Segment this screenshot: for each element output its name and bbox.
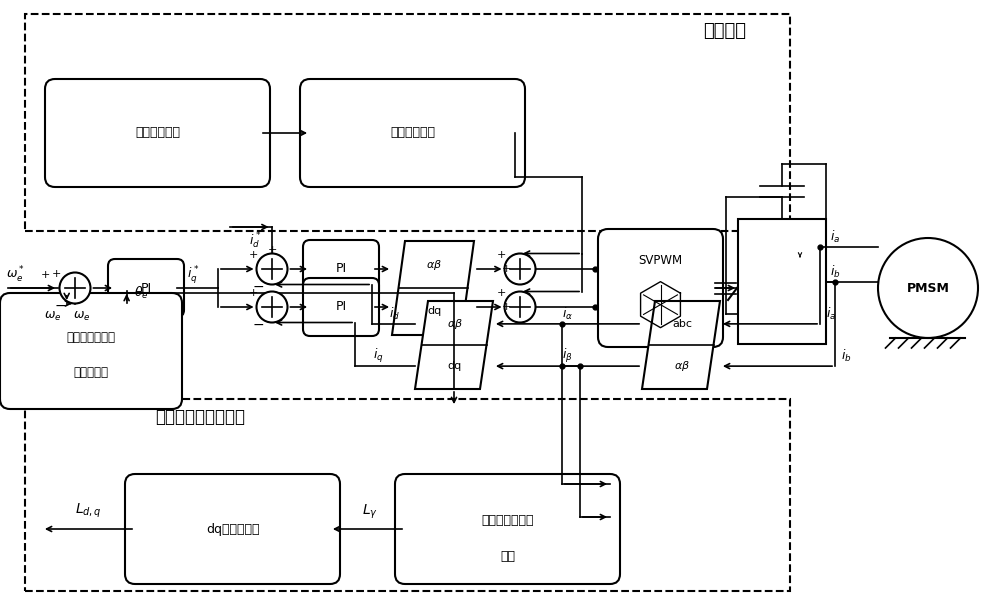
Text: +: + [51, 269, 61, 279]
Text: $i_q^*$: $i_q^*$ [187, 264, 199, 286]
Text: $L_\gamma$: $L_\gamma$ [362, 503, 378, 521]
Text: $\alpha\beta$: $\alpha\beta$ [426, 258, 442, 273]
Bar [25, 14, 790, 231]
Text: $i_\alpha$: $i_\alpha$ [562, 306, 573, 322]
FancyBboxPatch shape [0, 293, 182, 409]
Text: $\omega_e^*$: $\omega_e^*$ [6, 265, 25, 285]
Text: +: + [40, 270, 50, 280]
Text: 提取: 提取 [500, 550, 515, 564]
Text: PI: PI [335, 301, 347, 313]
Bar [25, 399, 790, 591]
FancyBboxPatch shape [45, 79, 270, 187]
Text: 信号滤波及信息: 信号滤波及信息 [481, 515, 534, 528]
Text: abc: abc [672, 319, 692, 329]
Text: $\omega_e$: $\omega_e$ [73, 310, 90, 322]
Text: $\alpha\beta$: $\alpha\beta$ [674, 359, 690, 373]
Text: +: + [501, 302, 511, 312]
Text: 虚拟轴系构造: 虚拟轴系构造 [135, 126, 180, 140]
Text: 位置误差）: 位置误差） [74, 365, 108, 379]
Text: $i_d$: $i_d$ [389, 306, 401, 322]
Text: dq轴电感求解: dq轴电感求解 [206, 522, 259, 536]
Text: $i_b$: $i_b$ [830, 264, 841, 280]
Text: dq: dq [427, 305, 441, 316]
Polygon shape [642, 301, 720, 389]
Circle shape [60, 273, 90, 304]
Polygon shape [415, 301, 493, 389]
Text: −: − [252, 318, 264, 332]
Text: 高频信号注入: 高频信号注入 [390, 126, 435, 140]
FancyBboxPatch shape [395, 474, 620, 584]
Text: $i_b$: $i_b$ [841, 348, 852, 364]
Circle shape [256, 253, 288, 285]
Text: 信号注入: 信号注入 [704, 22, 746, 40]
Text: 信号处理及电感辨识: 信号处理及电感辨识 [155, 408, 245, 426]
FancyBboxPatch shape [598, 229, 723, 347]
Text: +: + [248, 250, 258, 260]
Text: $i_a$: $i_a$ [826, 306, 836, 322]
Text: SVPWM: SVPWM [638, 254, 683, 267]
Text: +: + [501, 264, 511, 274]
Text: +: + [248, 288, 258, 298]
FancyBboxPatch shape [303, 240, 379, 298]
Text: −: − [54, 299, 66, 313]
Text: +: + [496, 250, 506, 260]
Text: dq: dq [448, 361, 462, 371]
Text: −: − [252, 280, 264, 294]
Circle shape [256, 292, 288, 322]
Circle shape [505, 292, 536, 322]
Bar [738, 219, 826, 344]
Text: PMSM: PMSM [907, 282, 949, 295]
FancyBboxPatch shape [300, 79, 525, 187]
Text: +: + [267, 245, 277, 255]
Circle shape [505, 253, 536, 285]
Text: $i_\beta$: $i_\beta$ [562, 347, 573, 365]
FancyBboxPatch shape [125, 474, 340, 584]
Text: PI: PI [335, 262, 347, 276]
Text: PI: PI [140, 282, 152, 295]
Text: $i_d^*$: $i_d^*$ [249, 231, 261, 251]
Text: $\theta_e$: $\theta_e$ [134, 285, 148, 301]
Text: +: + [496, 288, 506, 298]
Text: $\alpha\beta$: $\alpha\beta$ [447, 317, 463, 331]
FancyBboxPatch shape [303, 278, 379, 336]
Polygon shape [392, 241, 474, 335]
Text: $i_q$: $i_q$ [373, 347, 383, 365]
FancyBboxPatch shape [108, 259, 184, 317]
Text: $i_a$: $i_a$ [830, 228, 840, 244]
Text: 位置获取（存在: 位置获取（存在 [66, 331, 116, 344]
Text: $\omega_e$: $\omega_e$ [44, 310, 61, 322]
Text: $L_{d,q}$: $L_{d,q}$ [75, 502, 101, 520]
